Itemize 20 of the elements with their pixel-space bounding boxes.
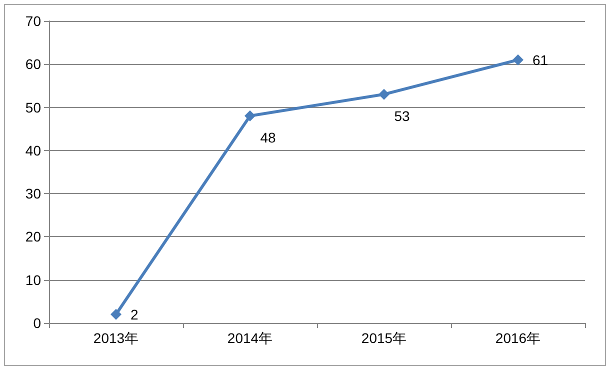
x-tick-label: 2015年: [361, 330, 407, 346]
y-tick-label: 20: [25, 228, 42, 245]
y-tick-label: 70: [25, 13, 42, 29]
data-label: 48: [260, 129, 276, 146]
data-label: 61: [532, 52, 548, 68]
point: [110, 308, 122, 320]
x-tick-label: 2013年: [93, 330, 139, 346]
data-label: 53: [394, 108, 410, 124]
x-tick-label: 2014年: [227, 330, 273, 346]
y-tick-label: 40: [25, 142, 42, 158]
y-tick-label: 0: [33, 315, 42, 331]
y-tick-label: 30: [25, 186, 42, 202]
y-tick-label: 50: [25, 99, 42, 116]
y-tick-label: 60: [25, 56, 42, 72]
x-tick-label: 2016年: [495, 330, 541, 346]
point: [512, 54, 524, 66]
data-label: 2: [130, 306, 138, 322]
y-tick-label: 10: [25, 272, 42, 288]
point: [378, 88, 390, 100]
point: [244, 110, 256, 122]
